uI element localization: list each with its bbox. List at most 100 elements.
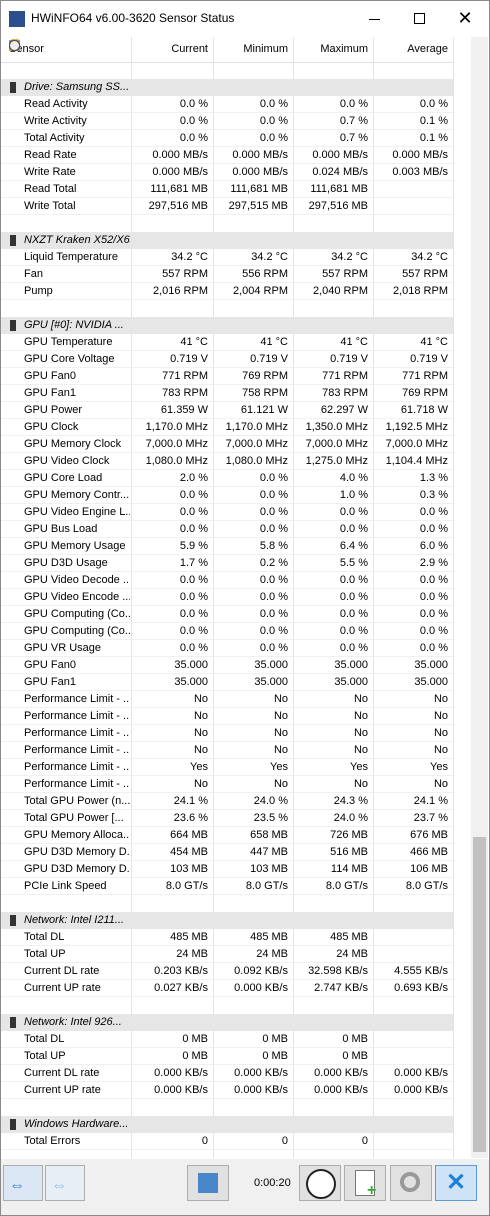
sensor-name[interactable]: Performance Limit - ... — [24, 710, 130, 722]
sensor-name[interactable]: Liquid Temperature — [24, 251, 118, 263]
clock-button[interactable] — [299, 1165, 341, 1201]
sensor-name[interactable]: Read Activity — [24, 98, 88, 110]
scrollbar[interactable] — [471, 37, 488, 1158]
sensor-name[interactable]: GPU Temperature — [24, 336, 113, 348]
section-name[interactable]: NXZT Kraken X52/X62 — [24, 234, 130, 246]
sensor-name[interactable]: GPU D3D Memory D... — [24, 846, 130, 858]
sensor-value: 0.000 KB/s — [154, 1067, 208, 1079]
sensor-name[interactable]: GPU Video Clock — [24, 455, 110, 467]
row-line — [1, 826, 453, 827]
sensor-name[interactable]: GPU Video Decode ... — [24, 574, 130, 586]
sensor-name[interactable]: Current UP rate — [24, 1084, 101, 1096]
sensor-value: Yes — [190, 761, 208, 773]
sensor-name[interactable]: Performance Limit - ... — [24, 693, 130, 705]
sensor-name[interactable]: GPU Core Voltage — [24, 353, 115, 365]
sensor-value: 34.2 °C — [251, 251, 288, 263]
minimize-button[interactable] — [361, 5, 389, 33]
column-header[interactable]: Maximum — [320, 43, 368, 55]
column-header[interactable]: Average — [407, 43, 448, 55]
sensor-value: 0.0 % — [339, 506, 368, 518]
sensor-name[interactable]: Performance Limit - ... — [24, 744, 130, 756]
section-icon — [10, 915, 16, 926]
sensor-value: 8.0 GT/s — [405, 880, 448, 892]
sensor-name[interactable]: GPU Fan0 — [24, 370, 76, 382]
column-header[interactable]: Sensor — [9, 43, 44, 55]
sensor-value: 24.3 % — [333, 795, 368, 807]
sensor-name[interactable]: Total DL — [24, 931, 65, 943]
sensor-value: 0.0 % — [179, 608, 208, 620]
exit-button[interactable]: ✕ — [435, 1165, 477, 1201]
sensor-value: 0.0 % — [259, 608, 288, 620]
sensor-name[interactable]: Total UP — [24, 948, 66, 960]
sensor-name[interactable]: GPU Computing (Co... — [24, 625, 130, 637]
sensor-name[interactable]: Write Activity — [24, 115, 87, 127]
row-line — [1, 673, 453, 674]
sensor-name[interactable]: GPU VR Usage — [24, 642, 102, 654]
sensor-name[interactable]: GPU Memory Clock — [24, 438, 122, 450]
prev-button[interactable]: ⇔ — [3, 1165, 43, 1201]
sensor-name[interactable]: Total Errors — [24, 1135, 81, 1147]
sensor-value: 2.0 % — [179, 472, 208, 484]
sensor-name[interactable]: GPU Power — [24, 404, 83, 416]
sensor-name[interactable]: GPU Fan1 — [24, 676, 76, 688]
section-name[interactable]: GPU [#0]: NVIDIA ... — [24, 319, 124, 331]
column-header[interactable]: Minimum — [243, 43, 288, 55]
network-button[interactable] — [187, 1165, 229, 1201]
column-header[interactable]: Current — [171, 43, 208, 55]
sensor-value: 2,016 RPM — [152, 285, 208, 297]
sensor-name[interactable]: Total UP — [24, 1050, 66, 1062]
sensor-name[interactable]: Total GPU Power [... — [24, 812, 124, 824]
settings-button[interactable] — [390, 1165, 432, 1201]
report-button[interactable]: + — [344, 1165, 386, 1201]
section-name[interactable]: Windows Hardware... — [24, 1118, 129, 1130]
sensor-value: 0.1 % — [419, 115, 448, 127]
sensor-name[interactable]: Fan — [24, 268, 43, 280]
section-name[interactable]: Drive: Samsung SS... — [24, 81, 130, 93]
sensor-name[interactable]: GPU Memory Usage — [24, 540, 126, 552]
sensor-name[interactable]: Current UP rate — [24, 982, 101, 994]
app-icon — [9, 11, 25, 27]
sensor-value: 0.0 % — [259, 591, 288, 603]
sensor-name[interactable]: Read Total — [24, 183, 77, 195]
sensor-name[interactable]: Write Total — [24, 200, 76, 212]
sensor-name[interactable]: Pump — [24, 285, 53, 297]
sensor-name[interactable]: Performance Limit - ... — [24, 727, 130, 739]
sensor-name[interactable]: GPU D3D Memory D... — [24, 863, 130, 875]
sensor-value: 34.2 °C — [171, 251, 208, 263]
section-name[interactable]: Network: Intel 926... — [24, 1016, 122, 1028]
sensor-name[interactable]: Write Rate — [24, 166, 76, 178]
sensor-value: 61.718 W — [400, 404, 448, 416]
sensor-name[interactable]: GPU Clock — [24, 421, 79, 433]
sensor-value: 35.000 — [414, 659, 448, 671]
sensor-name[interactable]: Total GPU Power (n... — [24, 795, 130, 807]
sensor-name[interactable]: GPU Memory Alloca... — [24, 829, 130, 841]
sensor-name[interactable]: GPU Video Engine L... — [24, 506, 130, 518]
sensor-name[interactable]: GPU Bus Load — [24, 523, 98, 535]
close-button[interactable]: ✕ — [457, 8, 473, 28]
sensor-name[interactable]: GPU Fan1 — [24, 387, 76, 399]
sensor-name[interactable]: GPU D3D Usage — [24, 557, 108, 569]
sensor-value: 1,275.0 MHz — [305, 455, 368, 467]
section-name[interactable]: Network: Intel I211... — [24, 914, 125, 926]
sensor-value: 0.0 % — [419, 642, 448, 654]
sensor-name[interactable]: GPU Core Load — [24, 472, 103, 484]
sensor-name[interactable]: GPU Computing (Co... — [24, 608, 130, 620]
sensor-name[interactable]: Performance Limit - ... — [24, 778, 130, 790]
maximize-button[interactable] — [406, 5, 434, 33]
sensor-value: 35.000 — [174, 676, 208, 688]
sensor-name[interactable]: Performance Limit - ... — [24, 761, 130, 773]
next-button[interactable]: ⇔ — [45, 1165, 85, 1201]
scrollbar-thumb[interactable] — [473, 837, 486, 1152]
sensor-name[interactable]: GPU Fan0 — [24, 659, 76, 671]
sensor-value: No — [353, 710, 368, 722]
sensor-name[interactable]: Total Activity — [24, 132, 85, 144]
sensor-name[interactable]: GPU Memory Contr... — [24, 489, 130, 501]
sensor-name[interactable]: Total DL — [24, 1033, 65, 1045]
column-divider — [131, 37, 132, 1158]
sensor-name[interactable]: Read Rate — [24, 149, 77, 161]
sensor-name[interactable]: GPU Video Encode ... — [24, 591, 130, 603]
sensor-name[interactable]: Current DL rate — [24, 965, 100, 977]
sensor-value: 447 MB — [250, 846, 288, 858]
sensor-name[interactable]: Current DL rate — [24, 1067, 100, 1079]
sensor-name[interactable]: PCIe Link Speed — [24, 880, 107, 892]
